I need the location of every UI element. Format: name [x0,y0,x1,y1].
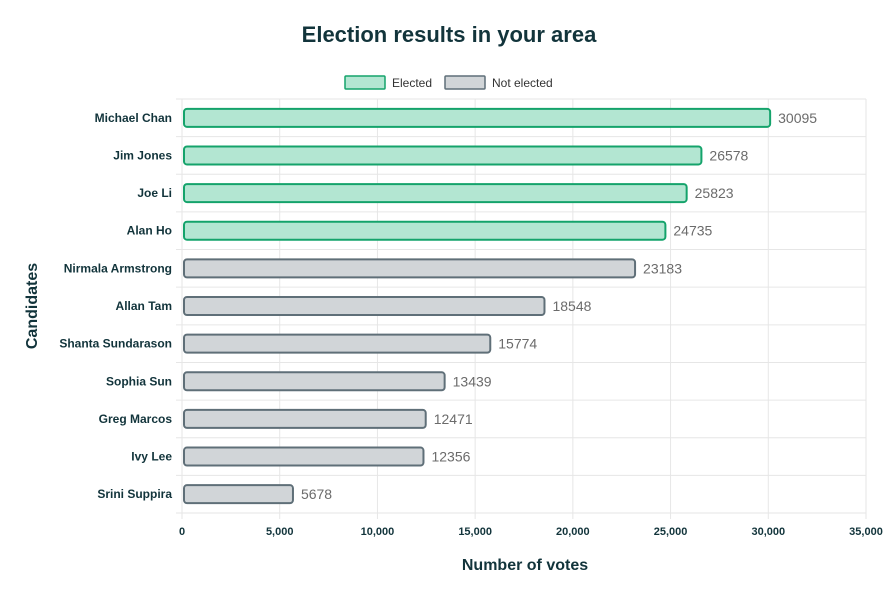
x-axis-ticks: 0 5,000 10,000 15,000 20,000 25,000 30,000 35,0… [179,526,883,538]
x-tick-label-20-000: 20,000 [556,526,590,538]
value-labels: 30095 26578 25823 24735 23183 18548 15774 13439… [301,110,817,502]
category-label-joe-li: Joe Li [137,186,172,200]
legend-item-not-elected[interactable]: Not elected [444,75,553,90]
value-label-greg-marcos: 12471 [434,411,473,427]
bar-shanta-sundarason[interactable] [183,333,492,354]
category-label-ivy-lee: Ivy Lee [131,450,172,464]
category-label-jim-jones: Jim Jones [113,148,172,162]
x-tick-label-25-000: 25,000 [654,526,688,538]
category-labels: Michael Chan Jim Jones Joe Li Alan Ho Nirmal… [59,111,172,501]
value-label-allan-tam: 18548 [552,298,591,314]
value-label-alan-ho: 24735 [673,223,712,239]
category-label-nirmala-armstrong: Nirmala Armstrong [64,261,172,275]
bar-greg-marcos[interactable] [183,408,427,429]
legend[interactable]: Elected Not elected [344,75,553,90]
bar-michael-chan[interactable] [183,107,772,128]
x-tick-label-10-000: 10,000 [361,526,395,538]
category-label-alan-ho: Alan Ho [127,224,172,238]
value-label-shanta-sundarason: 15774 [498,336,537,352]
value-label-jim-jones: 26578 [709,147,748,163]
legend-label-not-elected: Not elected [492,76,553,90]
value-label-srini-suppira: 5678 [301,486,332,502]
chart-title: Election results in your area [302,22,597,47]
value-label-sophia-sun: 13439 [453,373,492,389]
legend-label-elected: Elected [392,76,432,90]
x-tick-label-5-000: 5,000 [266,526,294,538]
x-axis-title: Number of votes [462,557,588,574]
y-axis-title: Candidates [24,263,41,349]
category-label-sophia-sun: Sophia Sun [106,374,172,388]
x-tick-label-30-000: 30,000 [751,526,785,538]
bar-allan-tam[interactable] [183,296,546,316]
value-label-michael-chan: 30095 [778,110,817,126]
x-tick-label-35-000: 35,000 [849,526,883,538]
bars [183,107,772,505]
x-tick-label-0: 0 [179,526,185,538]
category-label-shanta-sundarason: Shanta Sundarason [59,337,172,351]
grid-lines [176,98,867,519]
category-label-michael-chan: Michael Chan [95,111,172,125]
value-label-nirmala-armstrong: 23183 [643,260,682,276]
category-label-greg-marcos: Greg Marcos [99,412,173,426]
bar-ivy-lee[interactable] [183,446,425,467]
bar-joe-li[interactable] [183,183,688,204]
bar-jim-jones[interactable] [183,145,703,166]
legend-item-elected[interactable]: Elected [344,75,432,90]
category-label-srini-suppira: Srini Suppira [97,487,172,501]
bar-srini-suppira[interactable] [183,484,294,505]
legend-swatch-not-elected [444,75,486,90]
category-label-allan-tam: Allan Tam [116,299,172,313]
bar-nirmala-armstrong[interactable] [183,258,637,279]
bar-alan-ho[interactable] [183,220,667,241]
value-label-joe-li: 25823 [695,185,734,201]
bar-sophia-sun[interactable] [183,371,446,392]
x-tick-label-15-000: 15,000 [458,526,492,538]
value-label-ivy-lee: 12356 [431,449,470,465]
legend-swatch-elected [344,75,386,90]
